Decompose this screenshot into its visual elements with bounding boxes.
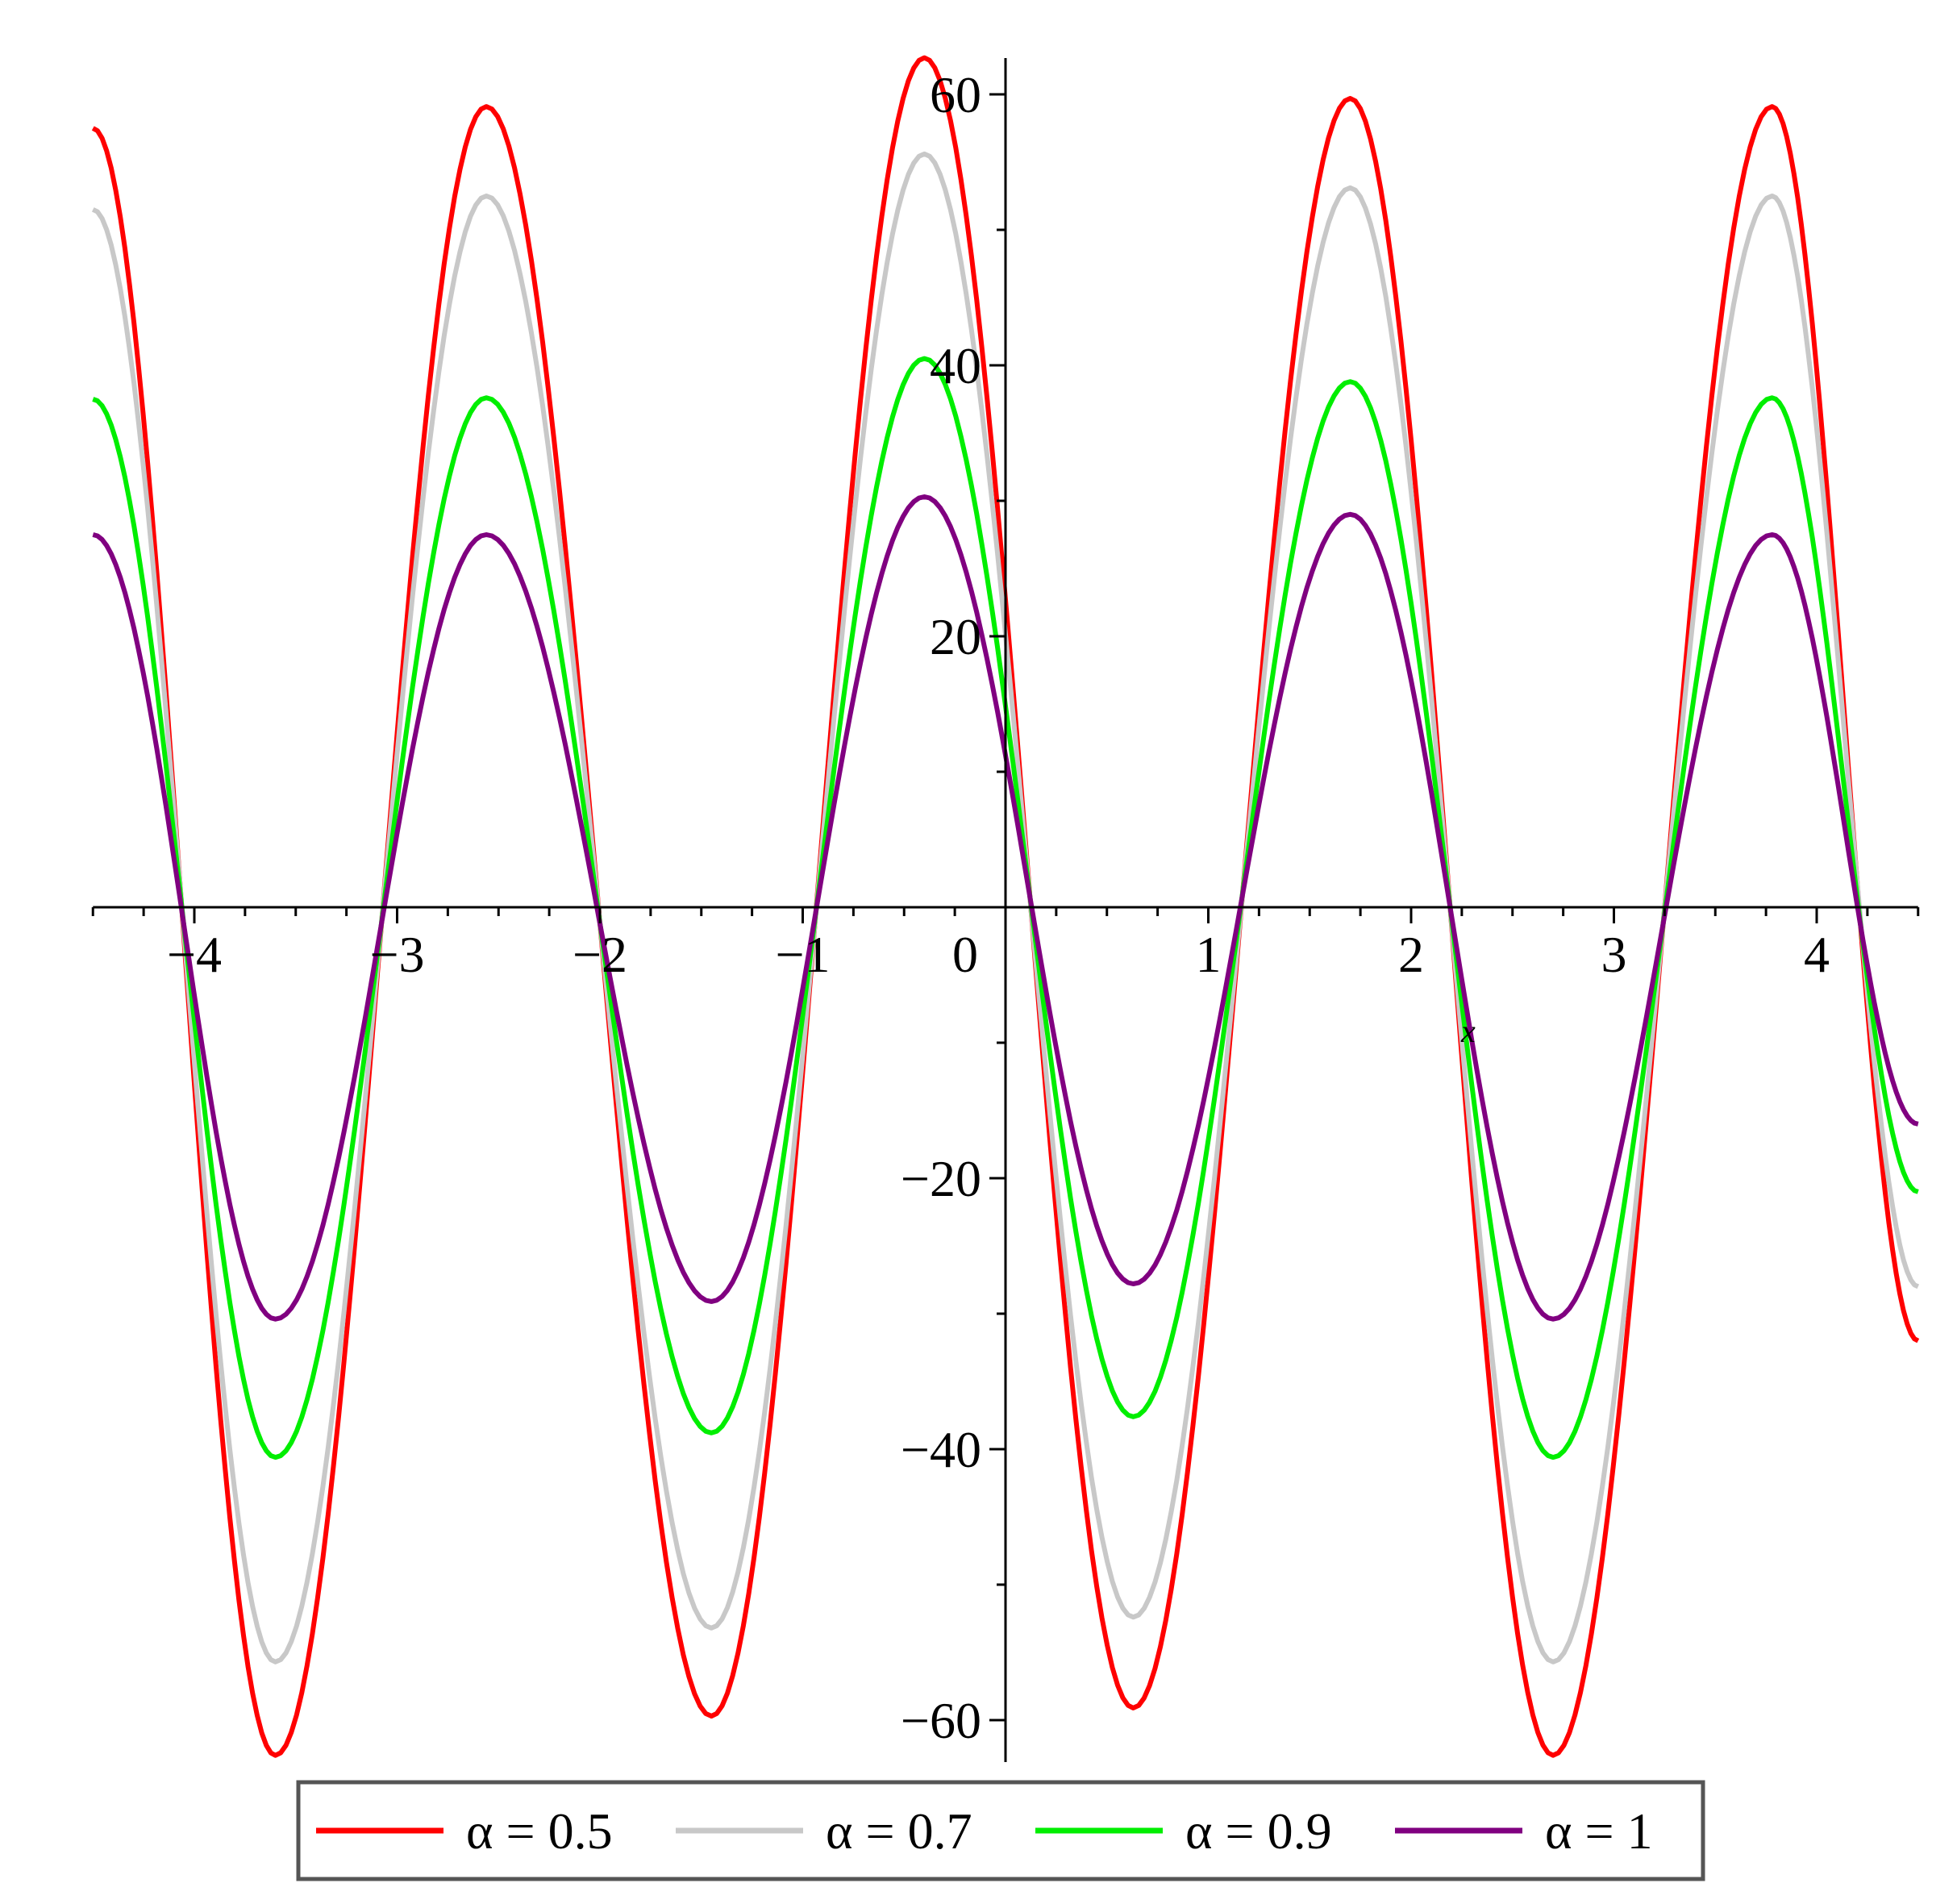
x-tick-labels: −4 −3 −2 −1 0 1 2 3 4 <box>167 926 1830 983</box>
x-tick-label: −4 <box>167 926 222 983</box>
y-tick-label: 20 <box>930 608 981 665</box>
y-tick-label: 40 <box>930 337 981 394</box>
legend-label: α = 1 <box>1545 1802 1653 1860</box>
legend-item: α = 0.7 <box>676 1802 972 1860</box>
legend-item: α = 0.9 <box>1035 1802 1332 1860</box>
legend-item: α = 1 <box>1395 1802 1653 1860</box>
x-tick-label: −2 <box>573 926 627 983</box>
x-tick-label: −3 <box>369 926 424 983</box>
y-tick-label: −40 <box>901 1421 981 1478</box>
axes <box>91 58 1920 1762</box>
y-tick-labels: −60 −40 −20 20 40 60 <box>901 66 981 1749</box>
y-tick-label: 60 <box>930 66 981 123</box>
legend-label: α = 0.9 <box>1185 1802 1332 1860</box>
x-tick-label: 2 <box>1398 926 1424 983</box>
y-tick-label: −60 <box>901 1692 981 1749</box>
legend-item: α = 0.5 <box>316 1802 613 1860</box>
legend-items: α = 0.5 α = 0.7 α = 0.9 α = 1 <box>316 1802 1653 1860</box>
x-tick-label: −1 <box>775 926 830 983</box>
x-tick-label: 3 <box>1601 926 1627 983</box>
legend-label: α = 0.5 <box>466 1802 613 1860</box>
y-tick-label: −20 <box>901 1150 981 1207</box>
legend: α = 0.5 α = 0.7 α = 0.9 α = 1 <box>296 1780 1705 1881</box>
series-line-4 <box>92 494 1919 1322</box>
plot-curves <box>91 55 1920 1758</box>
x-tick-label: 4 <box>1804 926 1830 983</box>
x-axis-label: x <box>1460 1013 1476 1049</box>
x-tick-label: 1 <box>1196 926 1222 983</box>
x-tick-label: 0 <box>952 926 978 983</box>
legend-label: α = 0.7 <box>826 1802 972 1860</box>
